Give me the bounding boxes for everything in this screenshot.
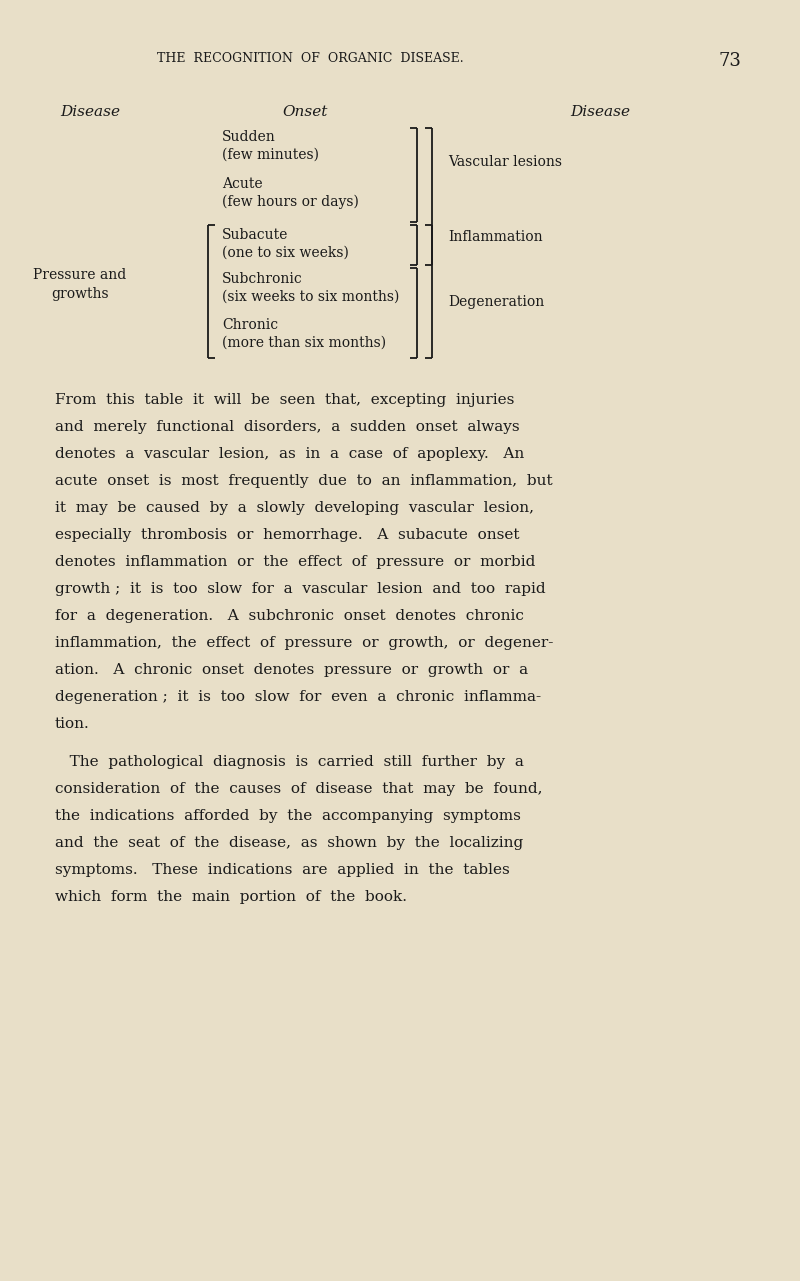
Text: The  pathological  diagnosis  is  carried  still  further  by  a: The pathological diagnosis is carried st…: [55, 755, 524, 769]
Text: ation.   A  chronic  onset  denotes  pressure  or  growth  or  a: ation. A chronic onset denotes pressure …: [55, 664, 528, 676]
Text: degeneration ;  it  is  too  slow  for  even  a  chronic  inflamma-: degeneration ; it is too slow for even a…: [55, 690, 541, 705]
Text: especially  thrombosis  or  hemorrhage.   A  subacute  onset: especially thrombosis or hemorrhage. A s…: [55, 528, 519, 542]
Text: (six weeks to six months): (six weeks to six months): [222, 290, 399, 304]
Text: Subacute: Subacute: [222, 228, 288, 242]
Text: Acute: Acute: [222, 177, 262, 191]
Text: acute  onset  is  most  frequently  due  to  an  inflammation,  but: acute onset is most frequently due to an…: [55, 474, 553, 488]
Text: growth ;  it  is  too  slow  for  a  vascular  lesion  and  too  rapid: growth ; it is too slow for a vascular l…: [55, 582, 546, 596]
Text: (few hours or days): (few hours or days): [222, 195, 359, 209]
Text: (few minutes): (few minutes): [222, 149, 319, 161]
Text: and  the  seat  of  the  disease,  as  shown  by  the  localizing: and the seat of the disease, as shown by…: [55, 836, 523, 851]
Text: Pressure and: Pressure and: [34, 268, 126, 282]
Text: inflammation,  the  effect  of  pressure  or  growth,  or  degener-: inflammation, the effect of pressure or …: [55, 635, 554, 649]
Text: Disease: Disease: [570, 105, 630, 119]
Text: denotes  inflammation  or  the  effect  of  pressure  or  morbid: denotes inflammation or the effect of pr…: [55, 555, 535, 569]
Text: From  this  table  it  will  be  seen  that,  excepting  injuries: From this table it will be seen that, ex…: [55, 393, 514, 407]
Text: Onset: Onset: [282, 105, 328, 119]
Text: Inflammation: Inflammation: [448, 231, 542, 243]
Text: Subchronic: Subchronic: [222, 272, 302, 286]
Text: Chronic: Chronic: [222, 318, 278, 332]
Text: Disease: Disease: [60, 105, 120, 119]
Text: (one to six weeks): (one to six weeks): [222, 246, 349, 260]
Text: THE  RECOGNITION  OF  ORGANIC  DISEASE.: THE RECOGNITION OF ORGANIC DISEASE.: [157, 53, 463, 65]
Text: for  a  degeneration.   A  subchronic  onset  denotes  chronic: for a degeneration. A subchronic onset d…: [55, 608, 524, 623]
Text: denotes  a  vascular  lesion,  as  in  a  case  of  apoplexy.   An: denotes a vascular lesion, as in a case …: [55, 447, 524, 461]
Text: Degeneration: Degeneration: [448, 295, 544, 309]
Text: Vascular lesions: Vascular lesions: [448, 155, 562, 169]
Text: the  indications  afforded  by  the  accompanying  symptoms: the indications afforded by the accompan…: [55, 810, 521, 822]
Text: (more than six months): (more than six months): [222, 336, 386, 350]
Text: it  may  be  caused  by  a  slowly  developing  vascular  lesion,: it may be caused by a slowly developing …: [55, 501, 534, 515]
Text: Sudden: Sudden: [222, 129, 276, 143]
Text: tion.: tion.: [55, 717, 90, 731]
Text: and  merely  functional  disorders,  a  sudden  onset  always: and merely functional disorders, a sudde…: [55, 420, 520, 434]
Text: growths: growths: [51, 287, 109, 301]
Text: consideration  of  the  causes  of  disease  that  may  be  found,: consideration of the causes of disease t…: [55, 781, 542, 796]
Text: 73: 73: [718, 53, 741, 70]
Text: which  form  the  main  portion  of  the  book.: which form the main portion of the book.: [55, 890, 407, 904]
Text: symptoms.   These  indications  are  applied  in  the  tables: symptoms. These indications are applied …: [55, 863, 510, 877]
